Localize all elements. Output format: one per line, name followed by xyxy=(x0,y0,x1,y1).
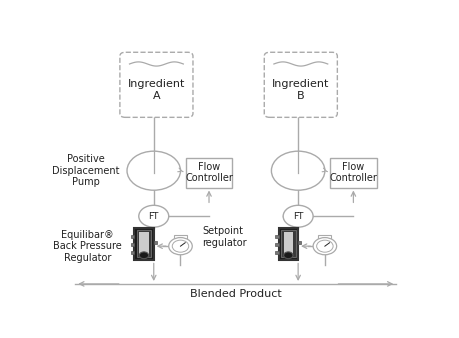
Text: Ingredient
A: Ingredient A xyxy=(128,79,185,101)
Circle shape xyxy=(127,151,180,190)
Circle shape xyxy=(139,205,168,227)
Circle shape xyxy=(316,240,332,252)
Circle shape xyxy=(283,205,313,227)
Text: FT: FT xyxy=(292,212,302,221)
Bar xyxy=(130,243,134,246)
Bar xyxy=(136,230,151,257)
Text: FT: FT xyxy=(148,212,159,221)
Bar xyxy=(278,228,297,261)
Bar xyxy=(318,235,330,239)
Circle shape xyxy=(139,252,148,259)
Bar xyxy=(174,235,186,239)
Bar xyxy=(130,235,134,238)
Bar xyxy=(297,241,300,244)
Bar xyxy=(274,235,278,238)
Circle shape xyxy=(313,238,336,255)
Circle shape xyxy=(168,238,192,255)
Bar xyxy=(274,243,278,246)
Text: Blended Product: Blended Product xyxy=(190,289,281,299)
Bar xyxy=(130,251,134,254)
Bar xyxy=(280,230,295,257)
Text: Positive
Displacement
Pump: Positive Displacement Pump xyxy=(52,154,119,187)
Text: Flow
Controller: Flow Controller xyxy=(185,162,232,184)
FancyBboxPatch shape xyxy=(330,158,376,188)
Bar xyxy=(153,241,156,244)
FancyBboxPatch shape xyxy=(263,52,336,117)
FancyBboxPatch shape xyxy=(185,158,232,188)
Text: Equilibar®
Back Pressure
Regulator: Equilibar® Back Pressure Regulator xyxy=(53,230,122,263)
FancyBboxPatch shape xyxy=(120,52,193,117)
Bar xyxy=(134,228,153,261)
Text: Setpoint
regulator: Setpoint regulator xyxy=(202,226,246,248)
Text: Ingredient
B: Ingredient B xyxy=(272,79,329,101)
Circle shape xyxy=(283,252,292,259)
Bar xyxy=(283,232,292,255)
Bar xyxy=(274,251,278,254)
Circle shape xyxy=(172,240,188,252)
Circle shape xyxy=(271,151,324,190)
Text: Flow
Controller: Flow Controller xyxy=(329,162,376,184)
Bar xyxy=(139,232,148,255)
